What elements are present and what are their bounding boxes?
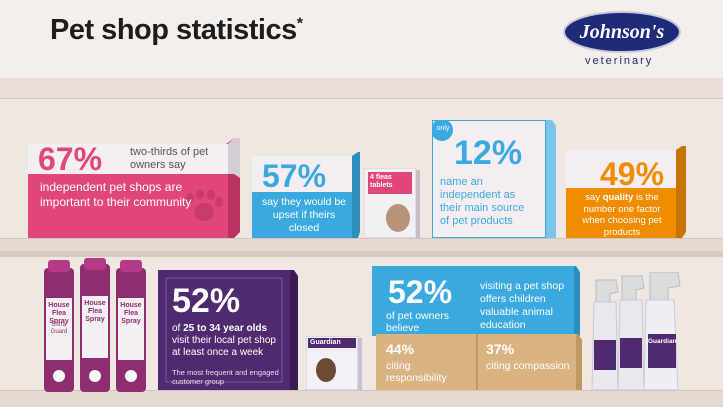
guardian-spray-label: Guardian xyxy=(648,338,677,345)
flea-tablets-label: 4 fleas tablets xyxy=(370,174,393,189)
stat-67-body: independent pet shops are important to t… xyxy=(40,180,192,209)
bottom-shelf xyxy=(0,390,723,407)
middle-shelf xyxy=(0,238,723,252)
stat-57-box: 57% say they would be upset if theirs cl… xyxy=(252,152,360,238)
stat-52b-value: 52% xyxy=(388,274,453,310)
stat-49-body-post: is the number one factor when choosing p… xyxy=(582,192,662,238)
brand-logo: Johnson's xyxy=(562,10,682,54)
stat-52a-note: The most frequent and engaged customer g… xyxy=(172,368,279,386)
title-asterisk: * xyxy=(296,15,303,33)
stat-67-value: 67% xyxy=(38,141,103,177)
stat-44-box: 44% citing responsibility xyxy=(376,334,484,390)
stat-52a-post: visit their local pet shop at least once… xyxy=(172,335,276,358)
stat-52a-pre: of xyxy=(172,323,184,334)
stat-57-value: 57% xyxy=(262,158,327,194)
guardian-pack: Guardian xyxy=(305,335,362,391)
education-box: visiting a pet shop offers children valu… xyxy=(470,266,580,336)
stat-37-value: 37% xyxy=(486,341,515,357)
guardian-label: Guardian xyxy=(310,339,341,346)
stat-57-body: say they would be upset if theirs closed xyxy=(261,196,347,234)
stat-37-box: 37% citing compassion xyxy=(478,334,582,390)
stat-44-body: citing responsibility xyxy=(386,360,447,384)
flea-spray-sub-1: Extra Guard xyxy=(50,322,68,335)
flea-tablets-pack: 4 fleas tablets xyxy=(363,167,420,239)
stat-49-value: 49% xyxy=(600,156,665,192)
stat-12-body: name an independent as their main source… xyxy=(440,176,525,227)
brand-subtitle: veterinary xyxy=(585,55,654,67)
stat-12-value: 12% xyxy=(454,134,523,172)
stat-49-body-bold: quality xyxy=(602,192,634,203)
flea-spray-bottles: House Flea Spray House Flea Spray House … xyxy=(40,258,150,392)
flea-spray-label-2: House Flea Spray xyxy=(84,300,106,323)
stat-52a-bold: 25 to 34 year olds xyxy=(183,323,268,334)
page-title: Pet shop statistics* xyxy=(50,14,303,47)
brand-name: Johnson's xyxy=(579,21,665,43)
flea-spray-label-3: House Flea Spray xyxy=(120,302,142,325)
stat-52b-body: of pet owners believe xyxy=(386,310,450,334)
stat-49-body-pre: say xyxy=(585,192,603,203)
stat-52b-box: 52% of pet owners believe xyxy=(372,266,484,336)
stat-12-badge: only xyxy=(436,125,450,132)
stat-67-headline: two-thirds of pet owners say xyxy=(130,146,209,171)
stat-37-body: citing compassion xyxy=(486,360,570,372)
stat-44-value: 44% xyxy=(386,341,415,357)
flea-spray-label-1: House Flea Spray xyxy=(48,302,70,325)
stat-49-box: 49% say quality is the number one factor… xyxy=(566,146,686,238)
stat-52a-box: 52% of 25 to 34 year olds visit their lo… xyxy=(158,270,298,390)
stat-12-box: only 12% name an independent as their ma… xyxy=(432,120,556,238)
education-body: visiting a pet shop offers children valu… xyxy=(480,280,565,331)
trigger-spray-bottles: Guardian xyxy=(588,271,708,391)
stat-49-body: say quality is the number one factor whe… xyxy=(572,192,672,238)
top-shelf-frame xyxy=(0,78,723,99)
middle-shelf-shadow xyxy=(0,251,723,257)
stat-52a-value: 52% xyxy=(172,282,241,320)
stat-52a-body: of 25 to 34 year olds visit their local … xyxy=(172,323,284,359)
page-title-text: Pet shop statistics xyxy=(50,14,297,46)
stat-67-box: 67% two-thirds of pet owners say indepen… xyxy=(28,138,240,238)
